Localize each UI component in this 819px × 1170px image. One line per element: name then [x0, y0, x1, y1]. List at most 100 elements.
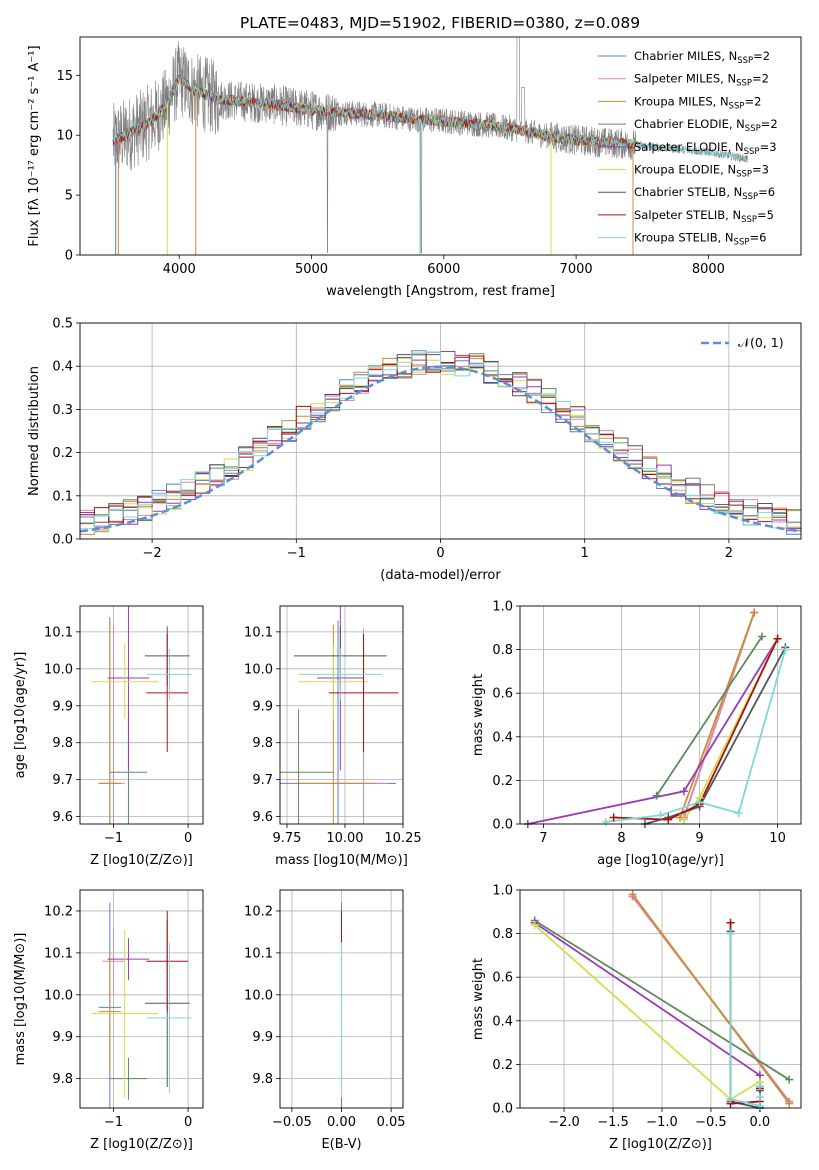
axes-frame: [79, 605, 204, 825]
weight_vs_age-panel: 7 8 9 10 0.0 0.2 0.4 0.6 0.8 1.0 age [log10(age/yr…: [471, 600, 802, 868]
weight-point: [628, 890, 637, 899]
weight-point: [679, 787, 688, 796]
spectrum-model-tail: [635, 142, 748, 163]
y-tick-label: 10.1: [44, 625, 73, 640]
y-tick-label: 9.7: [252, 773, 273, 788]
x-tick-label: −1: [104, 1115, 123, 1130]
y-tick-label: 10: [56, 129, 73, 144]
axes-frame: [79, 322, 802, 540]
axes-frame: [519, 605, 802, 825]
legend-entry: 𝒩(0, 1): [738, 335, 784, 350]
x-axis-label: Z [log10(Z/Z⊙)]: [90, 853, 193, 868]
y-tick-label: 0.0: [52, 533, 73, 548]
residual-histogram: [80, 351, 801, 530]
x-tick-label: −1: [287, 546, 306, 561]
x-tick-label: 1: [581, 546, 589, 561]
legend-subscript: SSP: [745, 124, 761, 134]
y-tick-label: 0.1: [52, 489, 73, 504]
weight-point: [601, 817, 610, 826]
spectrum-model-line: [112, 74, 636, 151]
weight-point: [652, 791, 661, 800]
weight-line: [534, 919, 790, 1081]
y-tick-label: 10.0: [244, 988, 273, 1003]
y-tick-label: 9.9: [252, 1030, 273, 1045]
legend-count: =6: [758, 185, 775, 199]
y-tick-label: 0.2: [492, 774, 513, 789]
y-axis-label: mass weight: [471, 958, 486, 1040]
weight-point: [755, 1101, 764, 1110]
weight-point: [773, 634, 782, 643]
y-tick-label: 9.9: [52, 699, 73, 714]
age_vs_Z-plot-area: [80, 606, 203, 824]
y-tick-label: 10.1: [244, 946, 273, 961]
weight-line: [631, 893, 791, 1105]
weight-point: [664, 815, 673, 824]
y-axis-label: age [log10(age/yr)]: [13, 652, 28, 779]
y-tick-label: 0.2: [52, 446, 73, 461]
x-tick-label: 10.25: [384, 831, 421, 846]
legend-entry: Salpeter ELODIE, NSSP=3: [634, 140, 777, 157]
y-tick-label: 10.1: [44, 946, 73, 961]
y-tick-label: 9.9: [252, 699, 273, 714]
x-tick-label: 5000: [295, 262, 328, 277]
legend-subscript: SSP: [741, 215, 757, 225]
weight-point: [695, 798, 704, 807]
mass_vs_EBV-panel: −0.05 0.00 0.05 9.8 9.9 10.0 10.1 10.2 E(B-V): [244, 889, 406, 1152]
age_vs_mass-plot-area: [280, 606, 403, 824]
x-tick-label: 10.00: [326, 831, 363, 846]
x-tick-label: 0: [184, 1115, 192, 1130]
legend-subscript: SSP: [736, 170, 752, 180]
weight-point: [530, 920, 539, 929]
age_vs_Z-panel: −1 0 9.6 9.7 9.8 9.9 10.0 10.1 Z [log10(Z/Z⊙)] ag…: [13, 605, 204, 868]
x-tick-label: −2: [143, 546, 162, 561]
y-tick-label: 9.6: [52, 810, 73, 825]
y-tick-label: 0.8: [492, 927, 513, 942]
y-tick-label: 0.4: [492, 730, 513, 745]
weight-line: [655, 636, 763, 797]
weight-point: [734, 809, 743, 818]
y-tick-label: 10.2: [44, 904, 73, 919]
weight-point: [781, 645, 790, 654]
y-tick-label: 10.0: [44, 988, 73, 1003]
x-tick-label: 2: [725, 546, 733, 561]
weight-point: [755, 1082, 764, 1091]
weight-point: [609, 813, 618, 822]
x-tick-label: −1: [104, 831, 123, 846]
x-axis-label: age [log10(age/yr)]: [597, 853, 724, 868]
weight-point: [656, 811, 665, 820]
y-tick-label: 10.0: [244, 662, 273, 677]
legend-entry: Kroupa STELIB, NSSP=6: [634, 231, 766, 248]
y-tick-label: 9.8: [252, 736, 273, 751]
y-tick-label: 9.8: [52, 1072, 73, 1087]
normal-curve: [80, 365, 799, 533]
y-tick-label: 1.0: [492, 884, 513, 899]
spectrum-plot-area: [112, 37, 749, 255]
legend-entry: Kroupa ELODIE, NSSP=3: [634, 163, 769, 180]
weight_vs_age-plot-area: [520, 606, 801, 824]
residual-legend: 𝒩(0, 1): [701, 335, 784, 350]
y-tick-label: 0.8: [492, 643, 513, 658]
y-tick-label: 15: [56, 69, 73, 84]
legend-subscript: SSP: [742, 192, 758, 202]
legend-count: =2: [761, 117, 778, 131]
spectrum-panel: 4000 5000 6000 7000 8000 0 5 10 15 wavelength [An…: [27, 36, 802, 299]
weight-line: [679, 612, 756, 818]
spectrum-legend: Chabrier MILES, NSSP=2 Salpeter MILES, NS…: [598, 49, 778, 248]
x-tick-label: 8000: [692, 262, 725, 277]
legend-subscript: SSP: [734, 238, 750, 248]
legend-entry: Chabrier MILES, NSSP=2: [634, 49, 770, 66]
x-axis-label: wavelength [Angstrom, rest frame]: [326, 284, 555, 299]
axes-frame: [519, 889, 802, 1109]
age_vs_mass-panel: 9.75 10.00 10.25 9.6 9.7 9.8 9.9 10.0 10.1 mass […: [244, 605, 422, 868]
y-axis-label: mass weight: [471, 674, 486, 756]
weight-point: [726, 929, 735, 938]
weight-point: [785, 1075, 794, 1084]
y-tick-label: 9.6: [252, 810, 273, 825]
legend-entry: Kroupa MILES, NSSP=2: [634, 94, 761, 111]
mass_vs_EBV-plot-area: [280, 890, 403, 1108]
x-tick-label: 8: [617, 831, 625, 846]
y-tick-label: 10.1: [244, 625, 273, 640]
y-tick-label: 0: [65, 249, 73, 264]
weight-point: [679, 815, 688, 824]
